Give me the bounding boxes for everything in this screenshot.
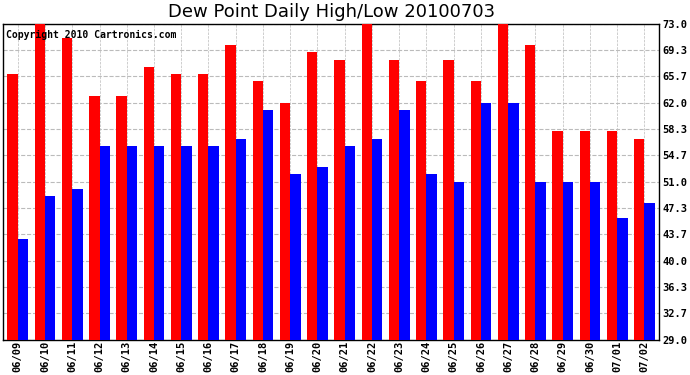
- Bar: [290, 174, 301, 375]
- Bar: [525, 45, 535, 375]
- Bar: [644, 203, 655, 375]
- Bar: [181, 146, 192, 375]
- Bar: [226, 45, 236, 375]
- Bar: [89, 96, 99, 375]
- Bar: [590, 182, 600, 375]
- Bar: [426, 174, 437, 375]
- Bar: [553, 131, 563, 375]
- Bar: [34, 24, 45, 375]
- Bar: [236, 139, 246, 375]
- Bar: [362, 24, 372, 375]
- Bar: [498, 24, 509, 375]
- Bar: [471, 81, 481, 375]
- Bar: [634, 139, 644, 375]
- Bar: [127, 146, 137, 375]
- Bar: [307, 53, 317, 375]
- Bar: [62, 38, 72, 375]
- Bar: [8, 74, 18, 375]
- Bar: [535, 182, 546, 375]
- Bar: [481, 103, 491, 375]
- Bar: [117, 96, 127, 375]
- Bar: [154, 146, 164, 375]
- Bar: [335, 60, 345, 375]
- Bar: [618, 217, 628, 375]
- Bar: [280, 103, 290, 375]
- Text: Copyright 2010 Cartronics.com: Copyright 2010 Cartronics.com: [6, 30, 177, 40]
- Title: Dew Point Daily High/Low 20100703: Dew Point Daily High/Low 20100703: [168, 3, 495, 21]
- Bar: [208, 146, 219, 375]
- Bar: [509, 103, 519, 375]
- Bar: [171, 74, 181, 375]
- Bar: [72, 189, 83, 375]
- Bar: [18, 239, 28, 375]
- Bar: [444, 60, 454, 375]
- Bar: [389, 60, 400, 375]
- Bar: [198, 74, 208, 375]
- Bar: [99, 146, 110, 375]
- Bar: [454, 182, 464, 375]
- Bar: [263, 110, 273, 375]
- Bar: [345, 146, 355, 375]
- Bar: [144, 67, 154, 375]
- Bar: [45, 196, 55, 375]
- Bar: [400, 110, 410, 375]
- Bar: [372, 139, 382, 375]
- Bar: [317, 167, 328, 375]
- Bar: [416, 81, 426, 375]
- Bar: [607, 131, 618, 375]
- Bar: [563, 182, 573, 375]
- Bar: [580, 131, 590, 375]
- Bar: [253, 81, 263, 375]
